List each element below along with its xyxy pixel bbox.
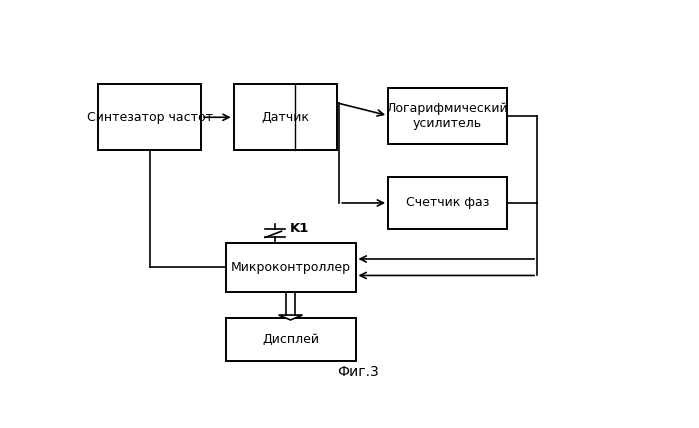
Bar	[388, 177, 507, 229]
Polygon shape	[279, 315, 303, 320]
Text: Фиг.3: Фиг.3	[338, 365, 379, 379]
Text: Логарифмический
усилитель: Логарифмический усилитель	[387, 101, 508, 130]
Text: Синтезатор частот: Синтезатор частот	[87, 111, 212, 124]
Text: Дисплей: Дисплей	[262, 333, 319, 346]
Bar	[226, 243, 356, 292]
Text: Датчик: Датчик	[261, 111, 309, 124]
Bar	[388, 88, 507, 144]
Text: K1: K1	[290, 222, 310, 235]
Text: Микроконтроллер: Микроконтроллер	[231, 261, 350, 274]
Bar	[226, 318, 356, 361]
Bar	[233, 84, 337, 150]
Bar	[98, 84, 201, 150]
Text: Счетчик фаз: Счетчик фаз	[406, 196, 489, 209]
